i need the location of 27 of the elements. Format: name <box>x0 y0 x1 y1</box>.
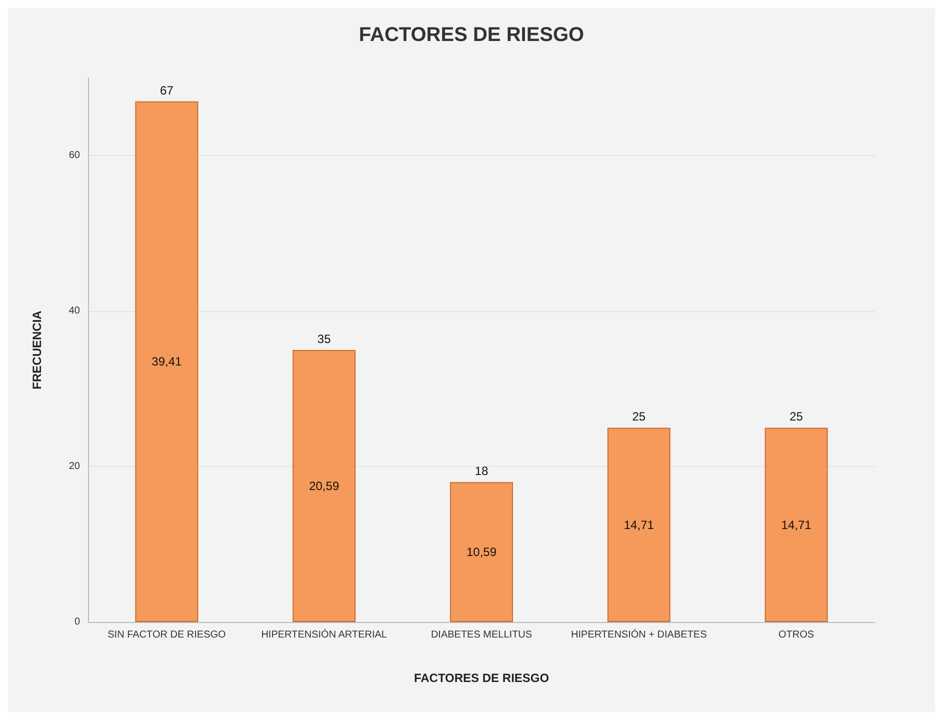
data-label: 25 <box>790 410 804 424</box>
data-label: 25 <box>632 410 646 424</box>
data-label: 18 <box>474 464 488 478</box>
y-tick-label: 0 <box>74 616 80 628</box>
x-tick-label: SIN FACTOR DE RIESGO <box>108 630 226 640</box>
x-axis-title: FACTORES DE RIESGO <box>414 671 550 685</box>
data-label: 67 <box>160 83 174 98</box>
x-tick-label: DIABETES MELLITUS <box>430 630 532 640</box>
bar <box>450 482 513 622</box>
bar <box>135 101 198 622</box>
annotation: 39,41 <box>152 354 182 369</box>
x-tick-label: HIPERTENSIÓN ARTERIAL <box>261 628 388 640</box>
data-label: 35 <box>317 332 332 346</box>
annotation: 14,71 <box>781 518 812 532</box>
y-axis-title: FRECUENCIA <box>30 310 44 390</box>
x-tick-label: HIPERTENSIÓN + DIABETES <box>571 628 708 640</box>
annotation: 10,59 <box>466 545 497 560</box>
bar <box>607 428 670 622</box>
x-tick-label: OTROS <box>778 630 814 640</box>
annotation: 14,71 <box>624 518 654 532</box>
y-tick-label: 40 <box>68 306 80 317</box>
y-tick-label: 20 <box>68 461 80 472</box>
bar <box>764 428 828 622</box>
annotation: 20,59 <box>309 479 340 493</box>
y-tick-label: 60 <box>68 150 80 162</box>
chart-title: FACTORES DE RIESGO <box>358 24 584 46</box>
bar <box>292 350 356 622</box>
